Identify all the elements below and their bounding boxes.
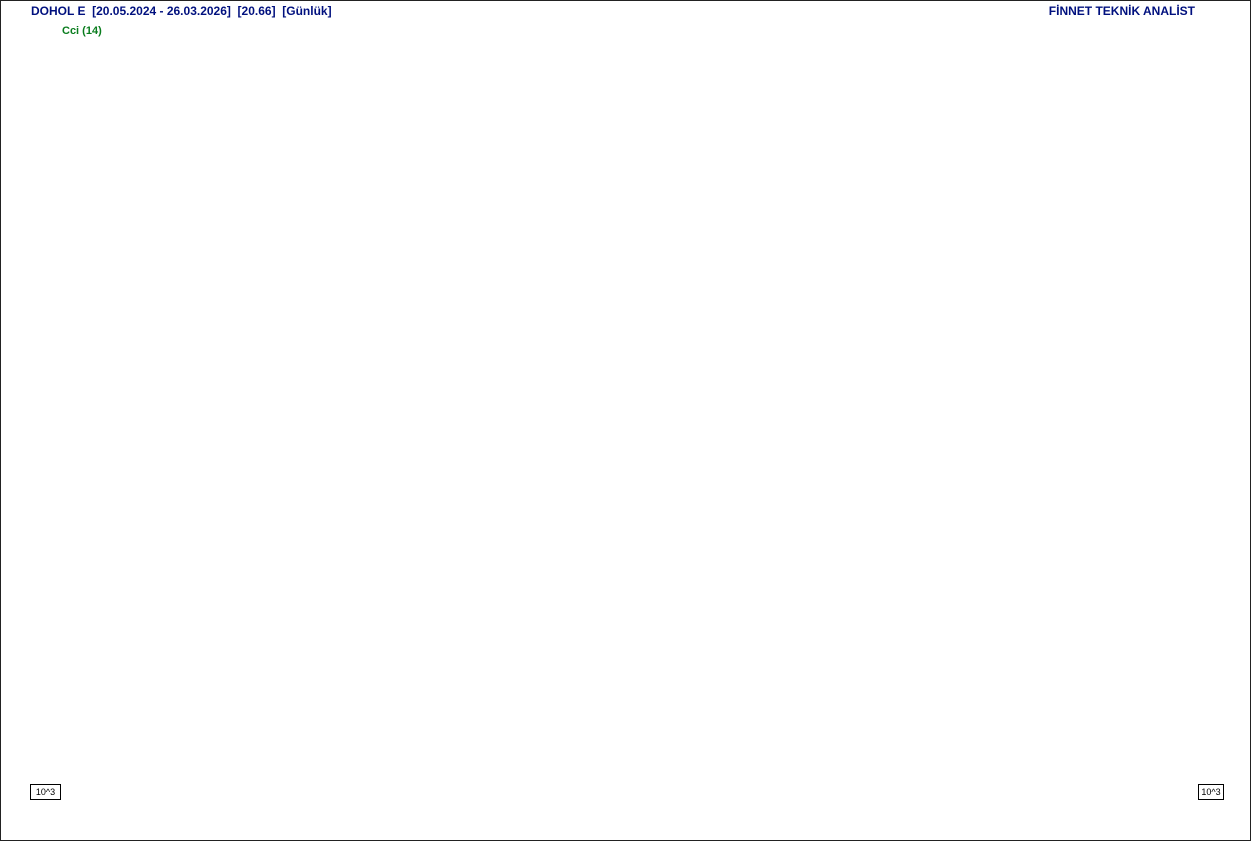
volume-scale-box-left: 10^3 xyxy=(30,784,61,800)
chart-title: DOHOL E [20.05.2024 - 26.03.2026] [20.66… xyxy=(31,4,332,18)
app-brand: FİNNET TEKNİK ANALİST xyxy=(1048,4,1195,18)
cci-indicator-label: Cci (14) xyxy=(62,25,102,37)
volume-scale-box-right: 10^3 xyxy=(1198,784,1224,800)
